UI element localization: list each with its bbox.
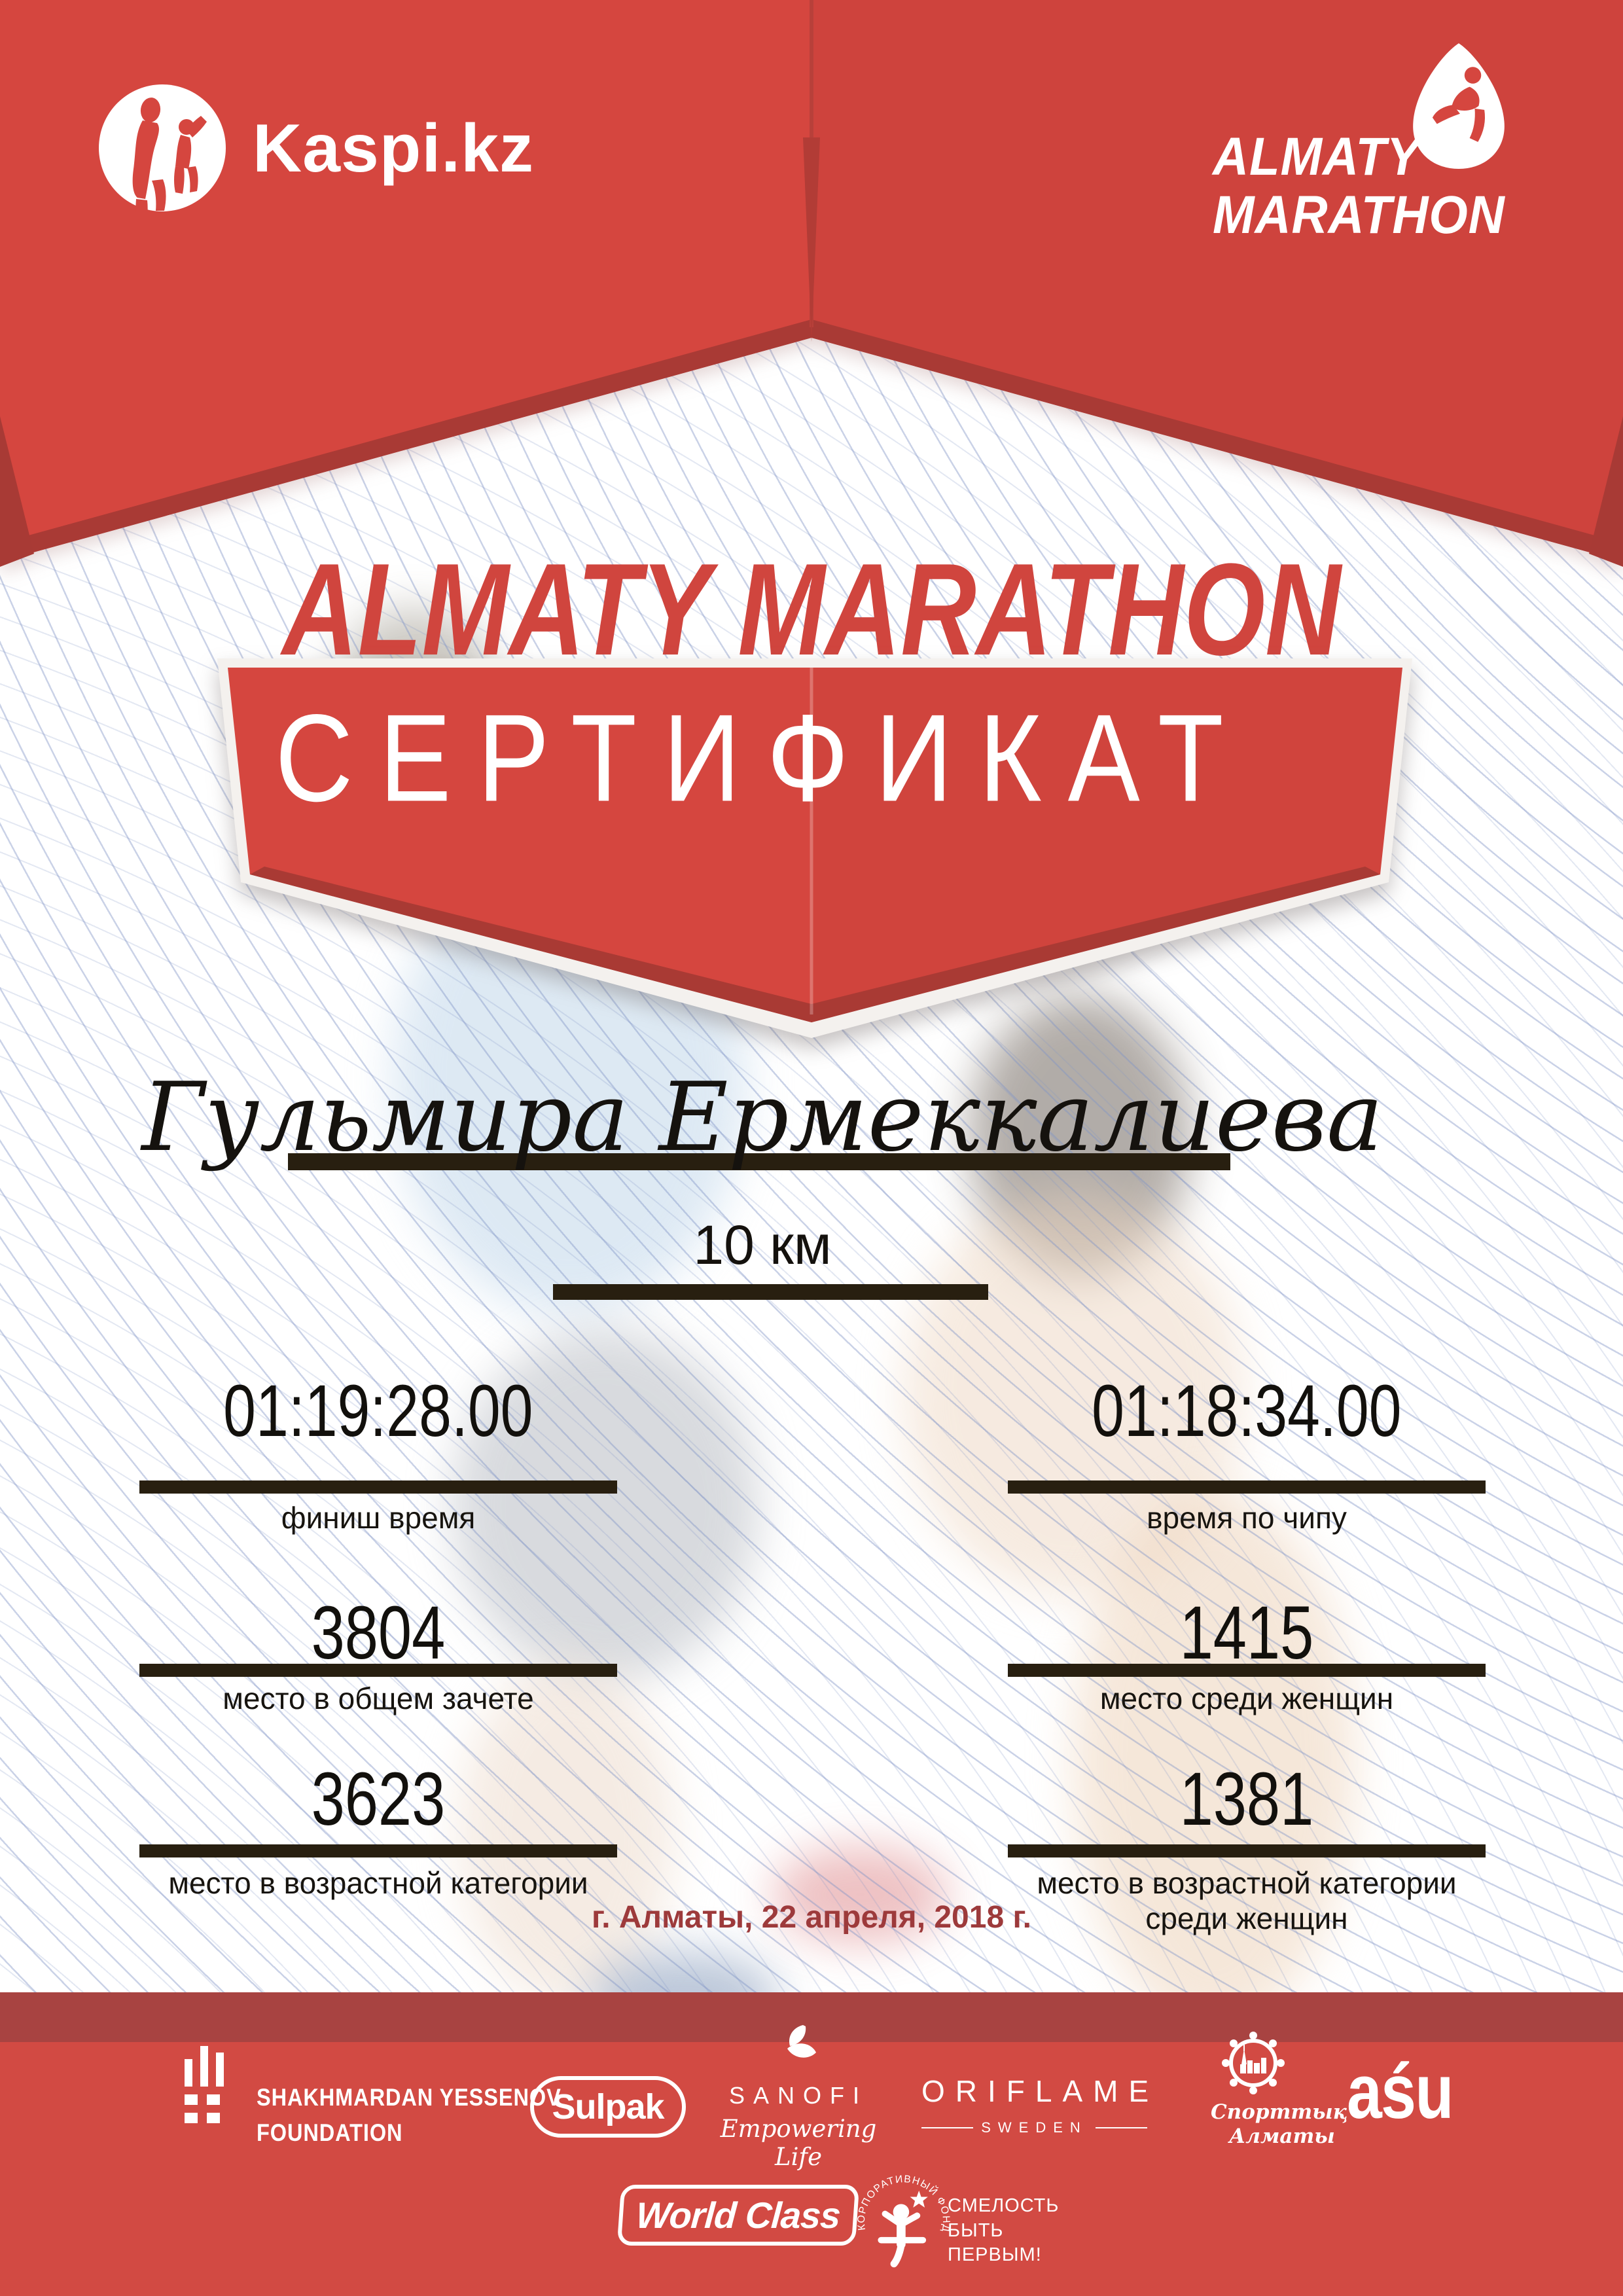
stat-label: место в возрастной категории среди женщи… — [1037, 1866, 1457, 1935]
stat-label: место в общем зачете — [223, 1681, 534, 1715]
stat-value: 01:19:28.00 — [223, 1370, 533, 1452]
footer-band — [0, 2042, 1623, 2296]
stat-label: время по чипу — [1147, 1501, 1347, 1535]
certificate-ribbon — [217, 658, 1412, 1038]
stat-women-place: 1415 — [1008, 1596, 1486, 1671]
sporttyk-emblem-icon — [1222, 2032, 1285, 2094]
certificate-label: СЕРТИФИКАТ — [275, 689, 1250, 827]
photo-blob — [458, 1662, 674, 2003]
sponsor-sporttyk-almaty: Спорттық Алматы — [1211, 2030, 1347, 2148]
stat-overall-place: 3804 — [139, 1596, 617, 1671]
date-location: г. Алматы, 22 апреля, 2018 г. — [592, 1900, 1031, 1935]
photo-blob — [772, 1846, 949, 1944]
distance-underline — [553, 1284, 988, 1300]
stat-label: место в возрастной категории — [168, 1866, 588, 1900]
stat-rule — [1008, 1480, 1486, 1494]
fond-slogan-line1: СМЕЛОСТЬ — [948, 2195, 1060, 2216]
stat-age-place: 3623 — [139, 1762, 617, 1837]
sponsor-sanofi: SANOFI Empowering Life — [720, 2024, 877, 2171]
stat-chip-time: 01:18:34.00 — [1008, 1374, 1486, 1448]
almaty-marathon-logo: ALMATY MARATHON — [1213, 128, 1505, 244]
almaty-marathon-logo-line2: MARATHON — [1213, 185, 1505, 245]
sanofi-tagline: Empowering Life — [720, 2115, 877, 2171]
almaty-marathon-logo-line1: ALMATY — [1213, 127, 1421, 187]
sponsor-world-class: World Class — [616, 2185, 859, 2246]
sanofi-bird-icon — [787, 2025, 816, 2058]
fond-slogan: СМЕЛОСТЬ БЫТЬ ПЕРВЫМ! — [948, 2194, 1059, 2268]
stat-rule — [139, 1480, 617, 1494]
stat-rule — [139, 1664, 617, 1677]
runner-egg-icon — [1413, 43, 1505, 169]
fond-slogan-line3: ПЕРВЫМ! — [948, 2244, 1042, 2266]
sponsor-oriflame: ORIFLAME SWEDEN — [921, 2073, 1160, 2136]
stat-value: 01:18:34.00 — [1092, 1370, 1402, 1452]
yessenov-line1: SHAKHMARDAN YESSENOV — [257, 2084, 562, 2111]
stat-value: 3623 — [311, 1757, 446, 1841]
kaspi-logo-text: Kaspi.kz — [253, 111, 534, 187]
corporate-fund-emblem-icon: КОРПОРАТИВНЫЙ ФОНД — [856, 2174, 951, 2268]
oriflame-subtitle: SWEDEN — [921, 2119, 1147, 2136]
photo-blob — [1073, 1492, 1355, 2029]
stat-finish-time: 01:19:28.00 — [139, 1374, 617, 1448]
sulpak-logo-text: Sulpak — [552, 2087, 664, 2126]
stat-age-women-place: 1381 — [1008, 1762, 1486, 1837]
stat-value: 1415 — [1179, 1591, 1314, 1675]
kaspi-people-icon — [99, 84, 226, 213]
sporttyk-line1: Спорттық — [1211, 2100, 1347, 2124]
oriflame-logo-text: ORIFLAME — [921, 2074, 1160, 2108]
asu-logo-text: aśu — [1347, 2049, 1454, 2135]
name-underline — [288, 1153, 1230, 1170]
recipient-name: Гульмира Ермеккалиева — [141, 1062, 1383, 1173]
stat-value: 1381 — [1179, 1757, 1314, 1841]
stat-label: финиш время — [281, 1501, 476, 1535]
sponsor-yessenov: SHAKHMARDAN YESSENOV FOUNDATION — [257, 2080, 562, 2150]
stat-label: место среди женщин — [1099, 1681, 1394, 1715]
sponsor-asu: aśu — [1347, 2047, 1454, 2136]
header-banner — [0, 0, 1623, 567]
photo-blob — [452, 1329, 759, 1682]
yessenov-line2: FOUNDATION — [257, 2119, 403, 2146]
stat-value: 3804 — [311, 1591, 446, 1675]
stat-rule — [139, 1844, 617, 1857]
stat-rule — [1008, 1844, 1486, 1857]
stat-rule — [1008, 1664, 1486, 1677]
fond-slogan-line2: БЫТЬ — [948, 2219, 1004, 2241]
world-class-logo-text: World Class — [634, 2195, 842, 2236]
sporttyk-line2: Алматы — [1229, 2124, 1335, 2148]
footer-stripe — [0, 1992, 1623, 2042]
sanofi-logo-text: SANOFI — [728, 2082, 868, 2109]
sponsor-sulpak: Sulpak — [530, 2076, 686, 2138]
yessenov-foundation-icon — [185, 2046, 224, 2123]
distance-value: 10 км — [693, 1214, 832, 1276]
